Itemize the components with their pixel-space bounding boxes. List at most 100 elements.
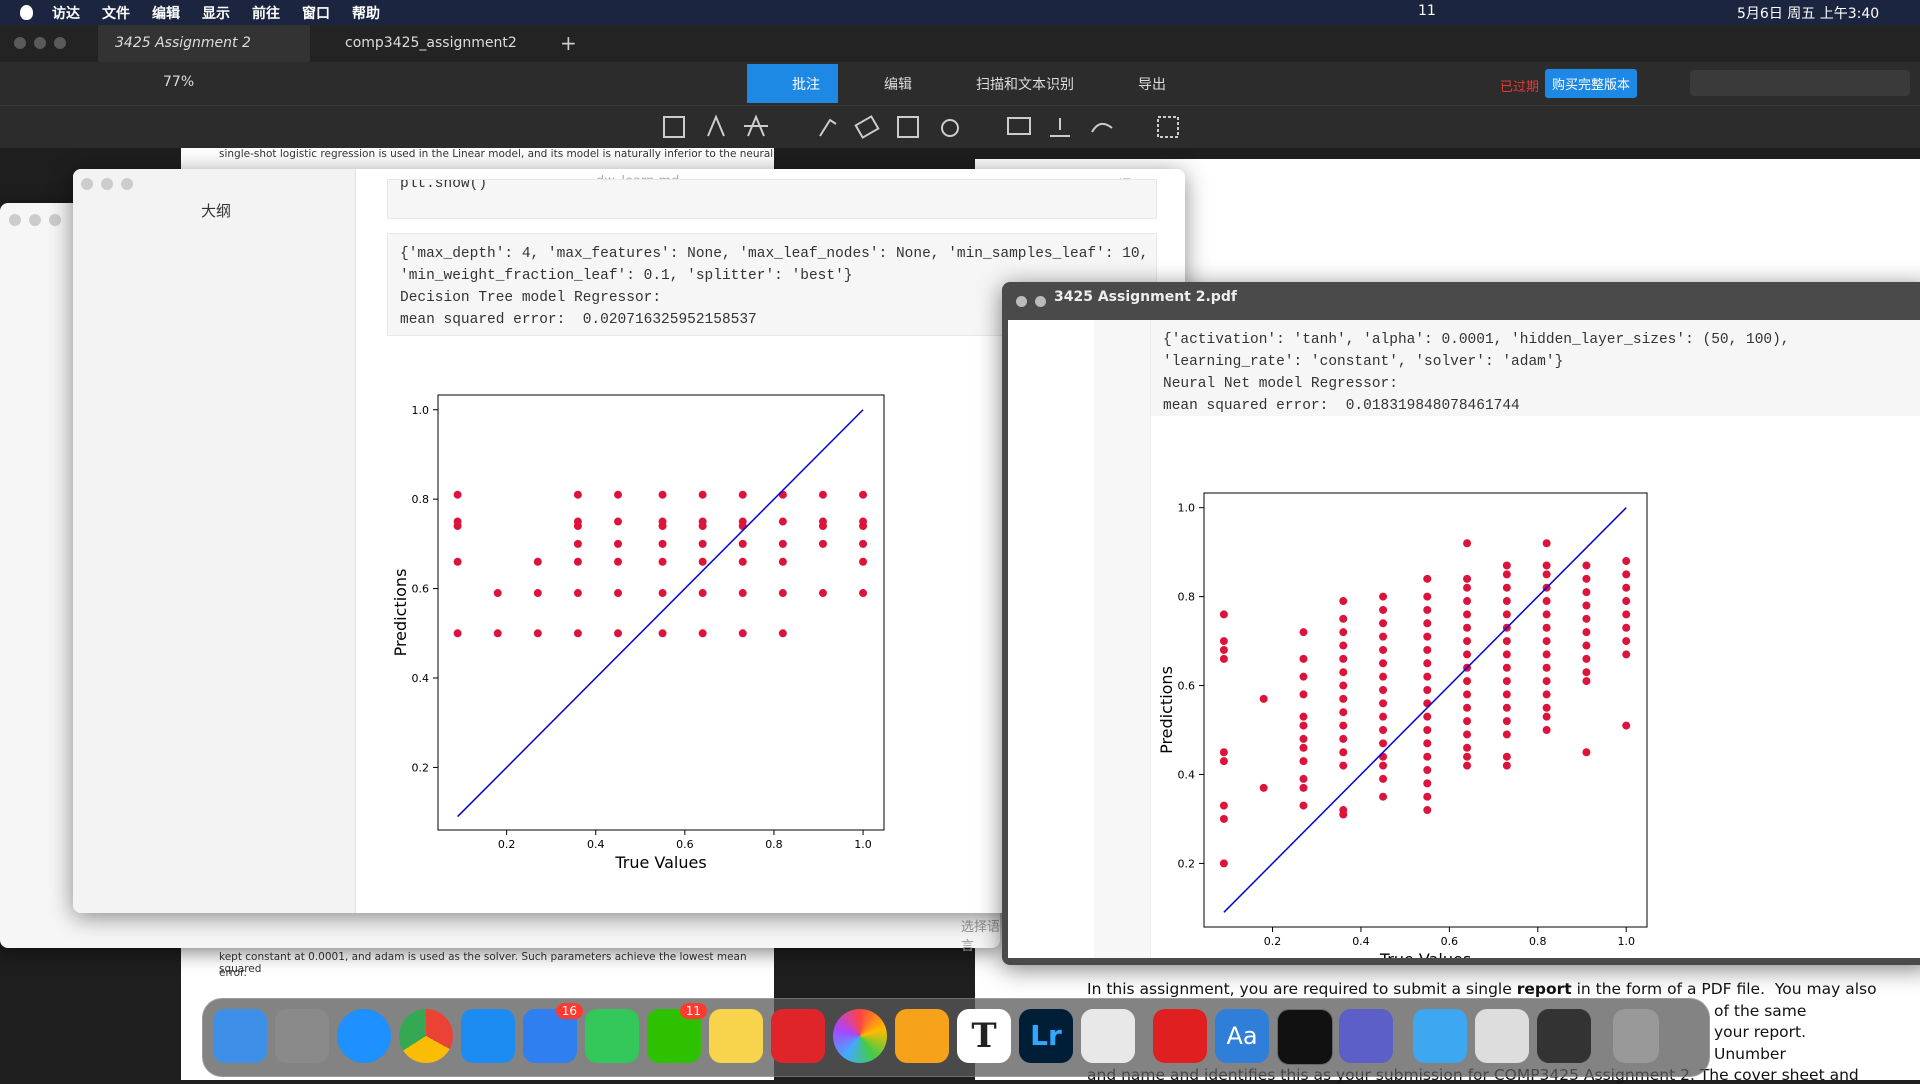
data-point (1622, 650, 1631, 659)
data-point (1542, 712, 1551, 721)
pdf-window: 3425 Assignment 2.pdf {'activation': 'ta… (1002, 282, 1920, 965)
menu-item[interactable]: 文件 (102, 6, 130, 22)
margin-strip (1094, 320, 1151, 958)
folder-icon[interactable] (1413, 1009, 1467, 1063)
mode-tab[interactable]: 编辑 (884, 77, 912, 93)
data-point (1542, 650, 1551, 659)
dictionary-icon[interactable]: Aa (1215, 1009, 1269, 1063)
tab[interactable]: 3425 Assignment 2 (115, 35, 251, 51)
lightroom-icon[interactable]: Lr (1019, 1009, 1073, 1063)
screenshot-icon[interactable] (1475, 1009, 1529, 1063)
data-point (818, 490, 827, 499)
data-point (1339, 654, 1348, 663)
data-point (1339, 668, 1348, 677)
y-axis-label: Predictions (1157, 666, 1176, 754)
tab-active[interactable] (98, 25, 310, 62)
menu-item[interactable]: 访达 (52, 6, 80, 22)
data-point (533, 629, 542, 638)
search-field[interactable] (1690, 70, 1910, 96)
data-point (1542, 690, 1551, 699)
data-point (1582, 668, 1591, 677)
buy-button[interactable]: 购买完整版本 (1545, 69, 1638, 98)
safari-icon[interactable] (337, 1009, 391, 1063)
menu-item[interactable]: 窗口 (302, 6, 330, 22)
data-point (1463, 610, 1472, 619)
mode-tab[interactable]: 导出 (1138, 77, 1166, 93)
photos-icon[interactable] (833, 1009, 887, 1063)
menu-item[interactable]: 帮助 (352, 6, 380, 22)
tab[interactable]: comp3425_assignment2 (345, 35, 517, 51)
finder-icon[interactable] (213, 1009, 267, 1063)
trash-icon[interactable] (1613, 1009, 1659, 1063)
data-point (1582, 654, 1591, 663)
tab-bar: 3425 Assignment 2 comp3425_assignment2 + (0, 25, 1920, 62)
data-point (698, 589, 707, 598)
data-point (1339, 708, 1348, 717)
output-line: mean squared error: 0.018319848078461744 (1163, 398, 1520, 414)
teams-icon[interactable] (1339, 1009, 1393, 1063)
apple-logo[interactable] (20, 5, 33, 20)
data-point (1379, 792, 1388, 801)
data-point (1463, 717, 1472, 726)
data-point (1219, 757, 1228, 766)
notes-icon[interactable] (709, 1009, 763, 1063)
textedit-icon[interactable] (1081, 1009, 1135, 1063)
menu-item[interactable]: 编辑 (152, 6, 180, 22)
pdf-icon[interactable] (1153, 1009, 1207, 1063)
music-icon[interactable] (771, 1009, 825, 1063)
clock[interactable]: 5月6日 周五 上午3:40 (1737, 6, 1880, 22)
data-point (614, 589, 623, 598)
output-line: Decision Tree model Regressor: (400, 290, 662, 306)
outline-title[interactable]: 大纲 (201, 202, 232, 220)
data-point (1542, 597, 1551, 606)
x-tick-label: 0.4 (587, 838, 605, 851)
data-point (1423, 619, 1432, 628)
wechat-icon[interactable]: 11 (647, 1003, 707, 1063)
report-line: Unumber (1714, 1045, 1786, 1063)
y-tick-label: 0.6 (412, 583, 430, 596)
data-point (453, 557, 462, 566)
data-point (1542, 570, 1551, 579)
data-point (1423, 779, 1432, 788)
appstore-icon[interactable] (461, 1009, 515, 1063)
data-point (1542, 610, 1551, 619)
window-icon[interactable] (1537, 1009, 1591, 1063)
pages-icon[interactable] (895, 1009, 949, 1063)
data-point (1463, 761, 1472, 770)
expired-label: 已过期 (1500, 80, 1540, 95)
data-point (573, 539, 582, 548)
mode-tab[interactable]: 扫描和文本识别 (976, 77, 1074, 93)
data-point (658, 521, 667, 530)
data-point (1463, 743, 1472, 752)
messages-icon[interactable] (585, 1009, 639, 1063)
output-line: 'learning_rate': 'constant', 'solver': '… (1163, 354, 1564, 370)
data-point (658, 490, 667, 499)
pdf-text: error. (219, 967, 247, 979)
language-select[interactable]: 选择语言 (961, 920, 1001, 954)
output-line: Neural Net model Regressor: (1163, 376, 1398, 392)
data-point (1339, 748, 1348, 757)
y-tick-label: 0.4 (412, 672, 430, 685)
menu-item[interactable]: 显示 (202, 6, 230, 22)
data-point (1542, 663, 1551, 672)
wechat-count[interactable]: 11 (1418, 3, 1436, 19)
typora-icon[interactable]: T (957, 1009, 1011, 1063)
mail-icon[interactable]: 16 (523, 1003, 583, 1063)
new-tab-button[interactable]: + (560, 31, 577, 55)
data-point (1502, 637, 1511, 646)
data-point (1379, 774, 1388, 783)
data-point (778, 490, 787, 499)
launchpad-icon[interactable] (275, 1009, 329, 1063)
mode-tab[interactable]: 批注 (792, 77, 820, 93)
terminal-icon[interactable] (1277, 1009, 1333, 1065)
zoom-level[interactable]: 77% (163, 74, 195, 90)
data-point (1502, 597, 1511, 606)
mode-active[interactable] (747, 64, 838, 103)
chrome-icon[interactable] (399, 1009, 453, 1063)
menu-item[interactable]: 前往 (252, 6, 280, 22)
data-point (1502, 752, 1511, 761)
annotation-toolbar (0, 105, 1920, 148)
data-point (533, 589, 542, 598)
data-point (698, 539, 707, 548)
data-point (1423, 672, 1432, 681)
